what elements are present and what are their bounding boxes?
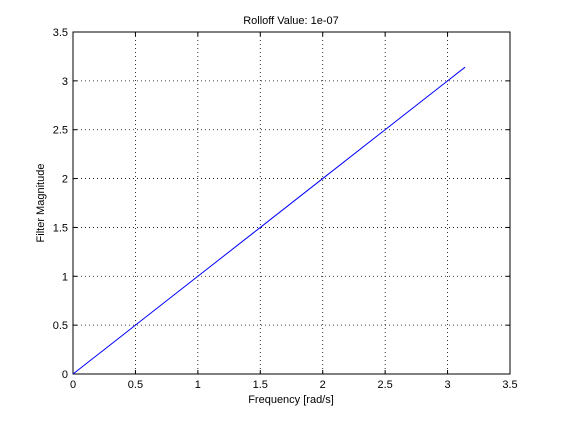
chart-title: Rolloff Value: 1e-07: [243, 15, 339, 27]
y-tick-label: 2.5: [53, 125, 68, 137]
y-tick-label: 1.5: [53, 222, 68, 234]
x-tick-label: 1: [195, 379, 201, 391]
ticks: [72, 31, 511, 375]
grid: [73, 32, 510, 374]
series-group: [72, 66, 466, 375]
x-tick-labels: 0 0.5 1 1.5 2 2.5 3 3.5: [70, 379, 518, 391]
y-tick-label: 2: [62, 174, 68, 186]
y-tick-label: 1: [62, 271, 68, 283]
x-tick-label: 2.5: [377, 379, 392, 391]
x-tick-label: 3: [445, 379, 451, 391]
y-tick-label: 0: [62, 369, 68, 381]
y-tick-label: 3.5: [53, 27, 68, 39]
x-tick-label: 3.5: [502, 379, 517, 391]
y-tick-labels: 0 0.5 1 1.5 2 2.5 3 3.5: [53, 27, 68, 381]
x-tick-label: 2: [320, 379, 326, 391]
x-tick-label: 1.5: [253, 379, 268, 391]
x-tick-label: 0: [70, 379, 76, 391]
y-tick-label: 3: [62, 76, 68, 88]
y-tick-label: 0.5: [53, 320, 68, 332]
x-axis-label: Frequency [rad/s]: [248, 394, 334, 406]
series-line: [72, 66, 466, 375]
x-tick-label: 0.5: [128, 379, 143, 391]
y-axis-label: Filter Magnitude: [35, 164, 47, 243]
